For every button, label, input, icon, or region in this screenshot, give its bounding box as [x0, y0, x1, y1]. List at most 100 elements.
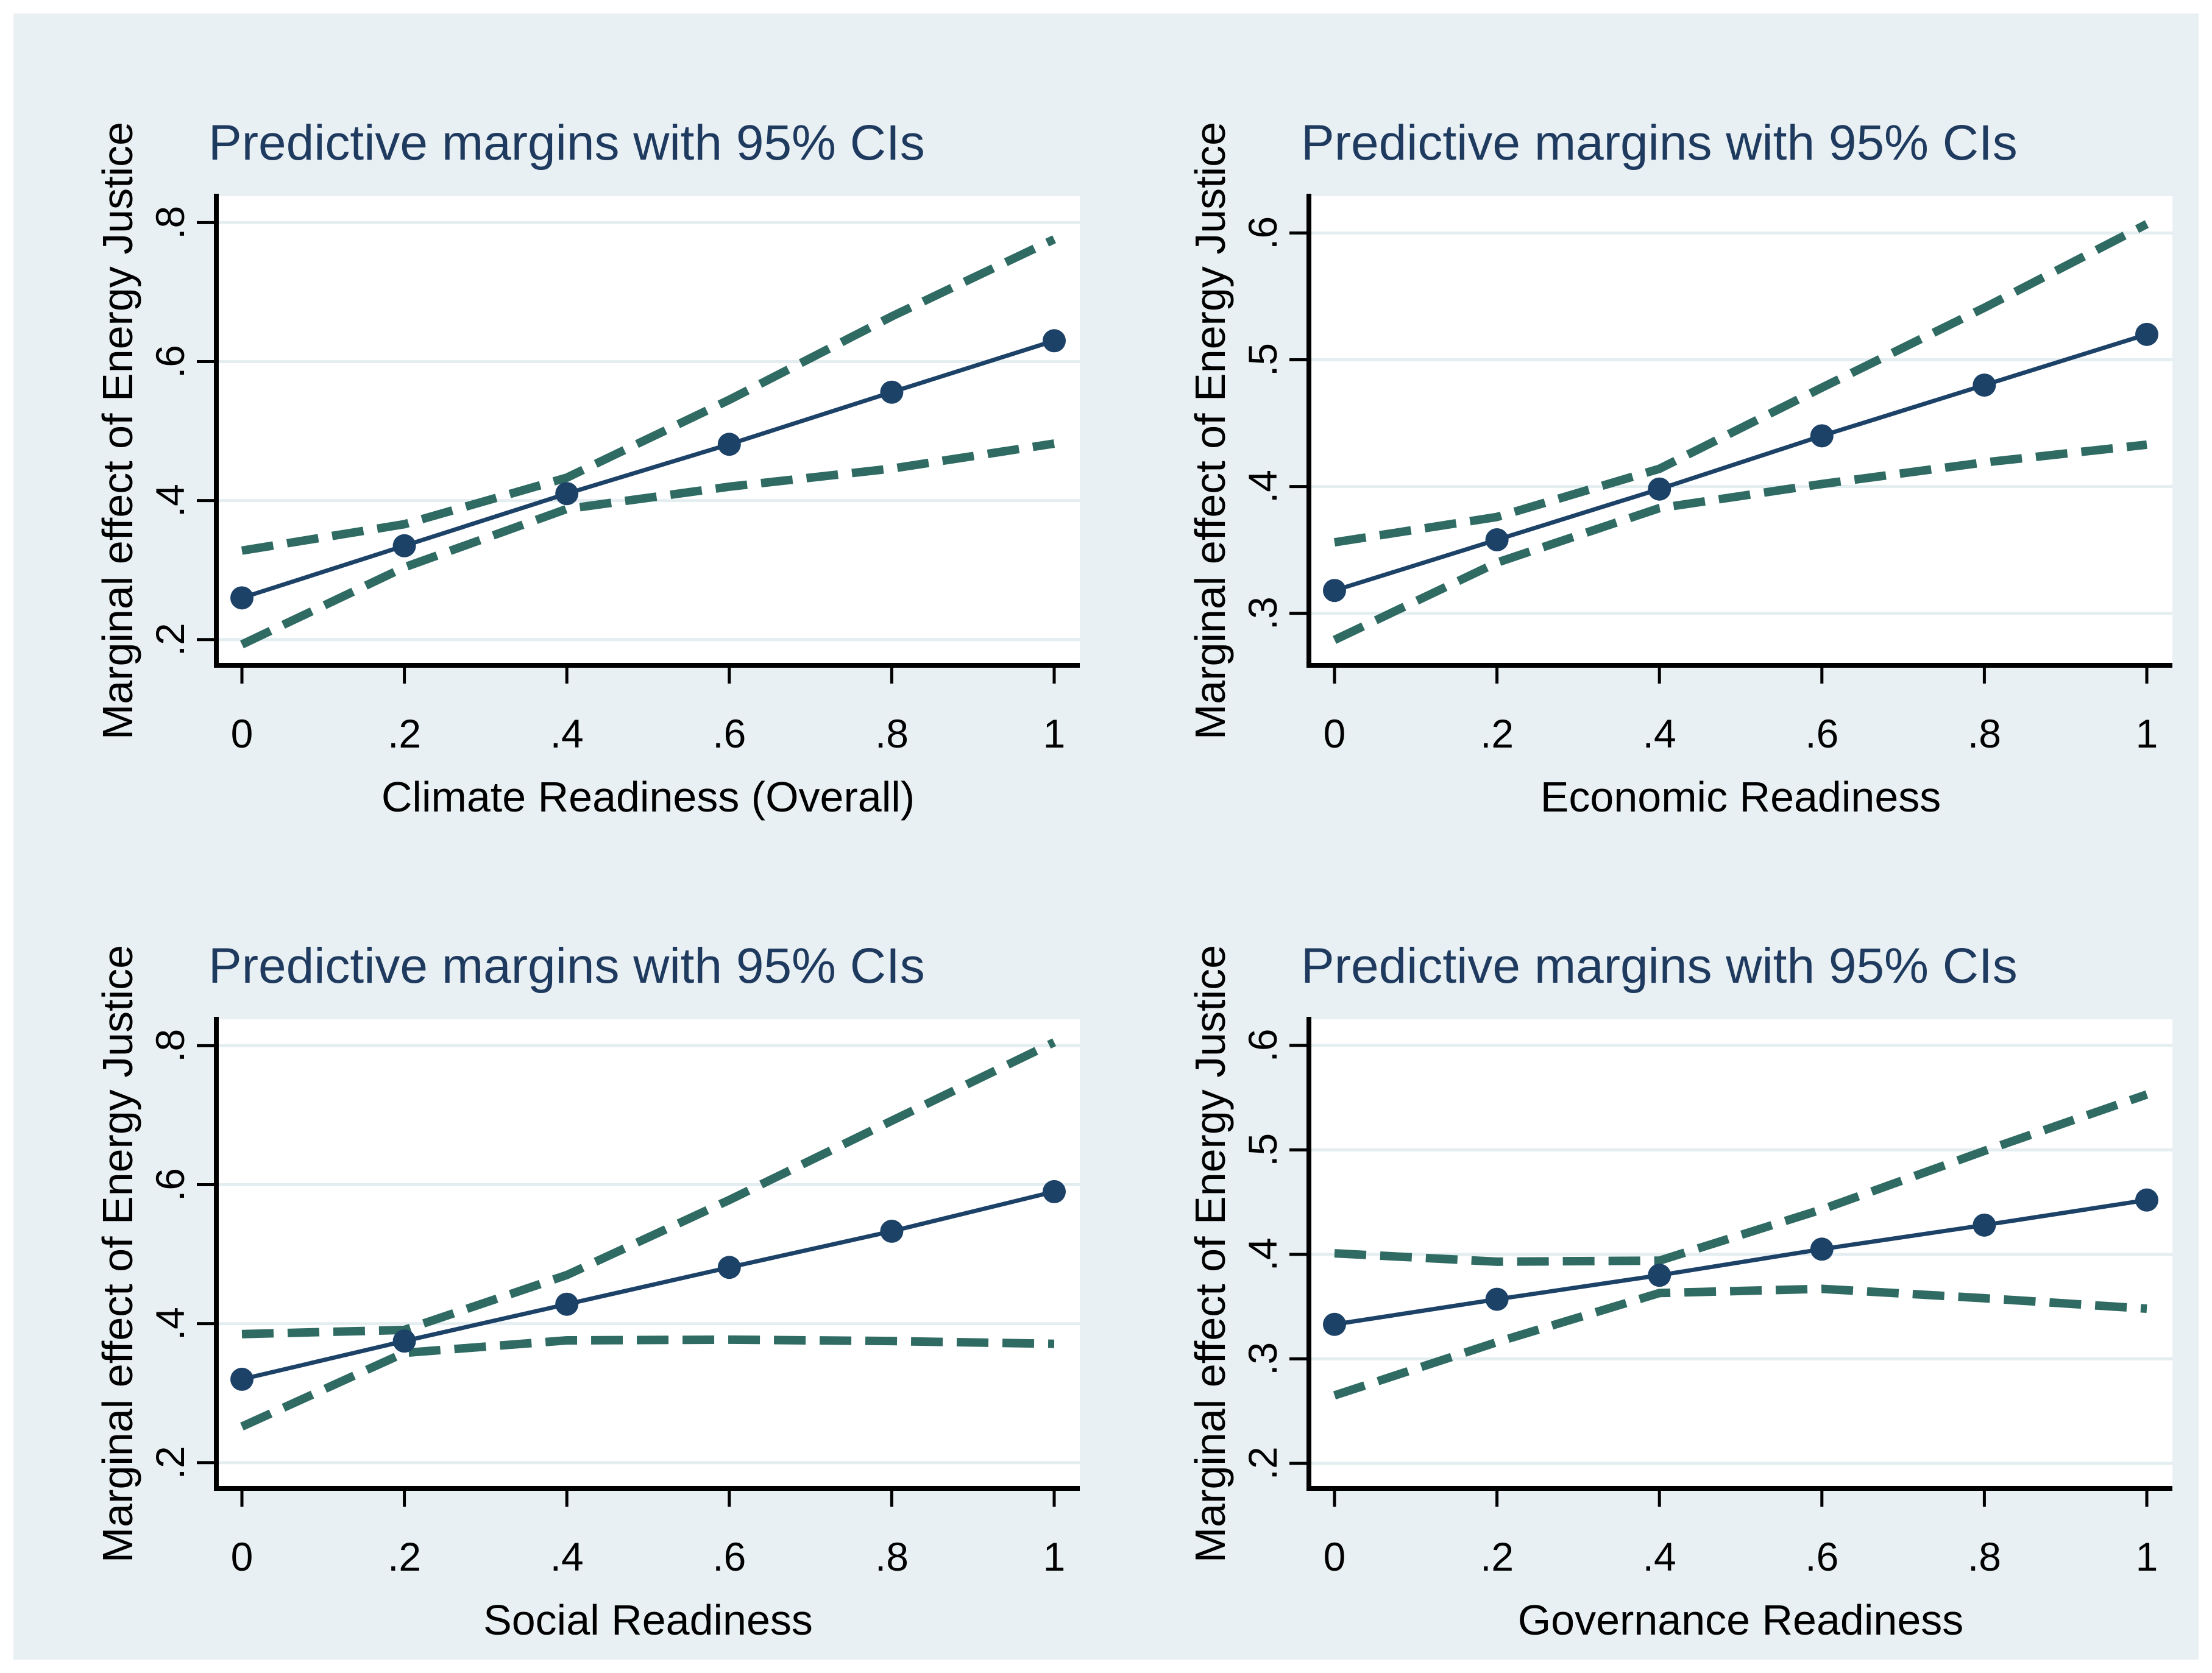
plot-area	[216, 196, 1080, 665]
data-point-marker	[1810, 1237, 1834, 1261]
x-tick-label: 0	[231, 711, 253, 756]
data-point-marker	[1648, 1264, 1671, 1287]
data-point-marker	[2135, 322, 2158, 346]
data-point-marker	[1323, 579, 1346, 603]
y-tick-label: .4	[147, 484, 193, 517]
data-point-marker	[230, 586, 253, 610]
data-point-marker	[555, 482, 579, 506]
data-point-marker	[1485, 528, 1509, 551]
data-point-marker	[1973, 1213, 1996, 1237]
x-tick-label: 1	[1043, 711, 1066, 756]
y-axis-title: Marginal effect of Energy Justice	[1186, 122, 1234, 740]
y-tick-label: .6	[147, 1168, 193, 1201]
chart-title: Predictive margins with 95% CIs	[208, 115, 925, 171]
y-tick-label: .4	[1240, 1237, 1285, 1271]
data-point-marker	[717, 433, 741, 456]
ci-upper-line	[1334, 1090, 2149, 1266]
data-point-marker	[555, 1292, 579, 1316]
ci-upper-line	[1333, 220, 2149, 547]
x-tick-label: .6	[712, 1534, 746, 1579]
data-point-marker	[717, 1256, 741, 1279]
x-tick-label: 1	[2136, 711, 2158, 756]
data-point-marker	[1043, 1180, 1066, 1203]
x-tick-label: .4	[1643, 711, 1676, 756]
y-tick-label: .3	[1240, 1342, 1285, 1376]
margin-line	[1334, 1198, 2147, 1327]
y-axis-title: Marginal effect of Energy Justice	[94, 122, 141, 740]
x-axis-title: Economic Readiness	[1540, 773, 1941, 821]
data-point-marker	[230, 1367, 253, 1391]
ci-lower-line	[240, 1335, 1055, 1431]
margin-line	[241, 338, 1055, 600]
x-tick-label: .4	[550, 711, 584, 756]
x-tick-label: .8	[875, 1534, 909, 1579]
chart-svg: .2 .4 .6 .8 0 .2 .4 .6 .8 1 Predictive margins wit…	[94, 115, 1080, 821]
chart-title: Predictive margins with 95% CIs	[208, 938, 925, 994]
data-point-marker	[880, 1219, 904, 1243]
chart-economic-readiness: .3 .4 .5 .6 0 .2 .4 .6 .8 1 Predictive margins wit…	[1106, 13, 2199, 837]
data-point-marker	[1810, 424, 1834, 448]
x-tick-label: .2	[388, 1534, 421, 1579]
x-tick-label: .6	[1805, 711, 1838, 756]
x-tick-label: .4	[550, 1534, 584, 1579]
x-tick-label: .2	[1480, 711, 1514, 756]
x-tick-label: .4	[1643, 1534, 1676, 1579]
x-tick-label: .8	[1968, 1534, 2001, 1579]
data-point-marker	[392, 1329, 416, 1353]
x-tick-label: 1	[2136, 1534, 2158, 1579]
y-tick-label: .8	[147, 1029, 193, 1063]
ci-lower-line	[239, 439, 1055, 649]
data-point-marker	[1043, 329, 1066, 353]
chart-panel: .2 .4 .6 .8 0 .2 .4 .6 .8 1 Predictive margins wit…	[13, 13, 2199, 1660]
y-tick-label: .4	[1240, 470, 1285, 503]
y-tick-label: .4	[147, 1307, 193, 1340]
y-tick-label: .8	[147, 206, 193, 239]
chart-svg: .3 .4 .5 .6 0 .2 .4 .6 .8 1 Predictive margins wit…	[1186, 115, 2172, 821]
x-tick-label: .6	[1805, 1534, 1838, 1579]
ci-lower-line	[1333, 1284, 2147, 1400]
x-axis-title: Social Readiness	[483, 1596, 813, 1644]
x-tick-label: 0	[231, 1534, 253, 1579]
margin-line	[241, 1189, 1055, 1382]
x-tick-label: .6	[712, 711, 746, 756]
data-point-marker	[1648, 477, 1671, 501]
data-point-marker	[1323, 1312, 1346, 1336]
y-tick-label: .5	[1240, 1133, 1285, 1167]
x-tick-label: 0	[1324, 711, 1346, 756]
chart-svg: .2 .3 .4 .5 .6 0 .2 .4 .6 .8 1 Predictive margins w…	[1186, 938, 2172, 1644]
margin-line	[1333, 332, 2148, 593]
y-tick-label: .2	[147, 1446, 193, 1479]
chart-climate-readiness-overall: .2 .4 .6 .8 0 .2 .4 .6 .8 1 Predictive margins wit…	[13, 13, 1106, 837]
chart-svg: .2 .4 .6 .8 0 .2 .4 .6 .8 1 Predictive margins wit…	[94, 938, 1080, 1644]
ci-lower-line	[1332, 440, 2147, 644]
data-point-marker	[392, 534, 416, 557]
x-tick-label: 1	[1043, 1534, 1066, 1579]
x-tick-label: .8	[875, 711, 909, 756]
y-tick-label: .2	[1240, 1446, 1285, 1480]
x-axis-title: Governance Readiness	[1518, 1596, 1964, 1644]
chart-governance-readiness: .2 .3 .4 .5 .6 0 .2 .4 .6 .8 1 Predictive margins w…	[1106, 837, 2199, 1660]
data-point-marker	[1485, 1287, 1509, 1311]
y-tick-label: .6	[1240, 216, 1285, 250]
x-tick-label: 0	[1324, 1534, 1346, 1579]
chart-title: Predictive margins with 95% CIs	[1301, 938, 2018, 994]
x-tick-label: .2	[388, 711, 421, 756]
y-axis-title: Marginal effect of Energy Justice	[94, 945, 141, 1563]
y-tick-label: .5	[1240, 343, 1285, 377]
x-tick-label: .8	[1968, 711, 2001, 756]
y-tick-label: .3	[1240, 596, 1285, 630]
x-axis-title: Climate Readiness (Overall)	[381, 773, 915, 821]
chart-social-readiness: .2 .4 .6 .8 0 .2 .4 .6 .8 1 Predictive margins wit…	[13, 837, 1106, 1660]
data-point-marker	[2135, 1188, 2158, 1212]
y-tick-label: .6	[1240, 1028, 1285, 1062]
ci-upper-line	[241, 1038, 1057, 1339]
y-tick-label: .2	[147, 623, 193, 656]
y-axis-title: Marginal effect of Energy Justice	[1186, 945, 1234, 1563]
y-tick-label: .6	[147, 345, 193, 378]
ci-upper-line	[241, 235, 1057, 555]
data-point-marker	[880, 380, 904, 404]
x-tick-label: .2	[1480, 1534, 1514, 1579]
data-point-marker	[1973, 373, 1996, 397]
chart-title: Predictive margins with 95% CIs	[1301, 115, 2018, 171]
